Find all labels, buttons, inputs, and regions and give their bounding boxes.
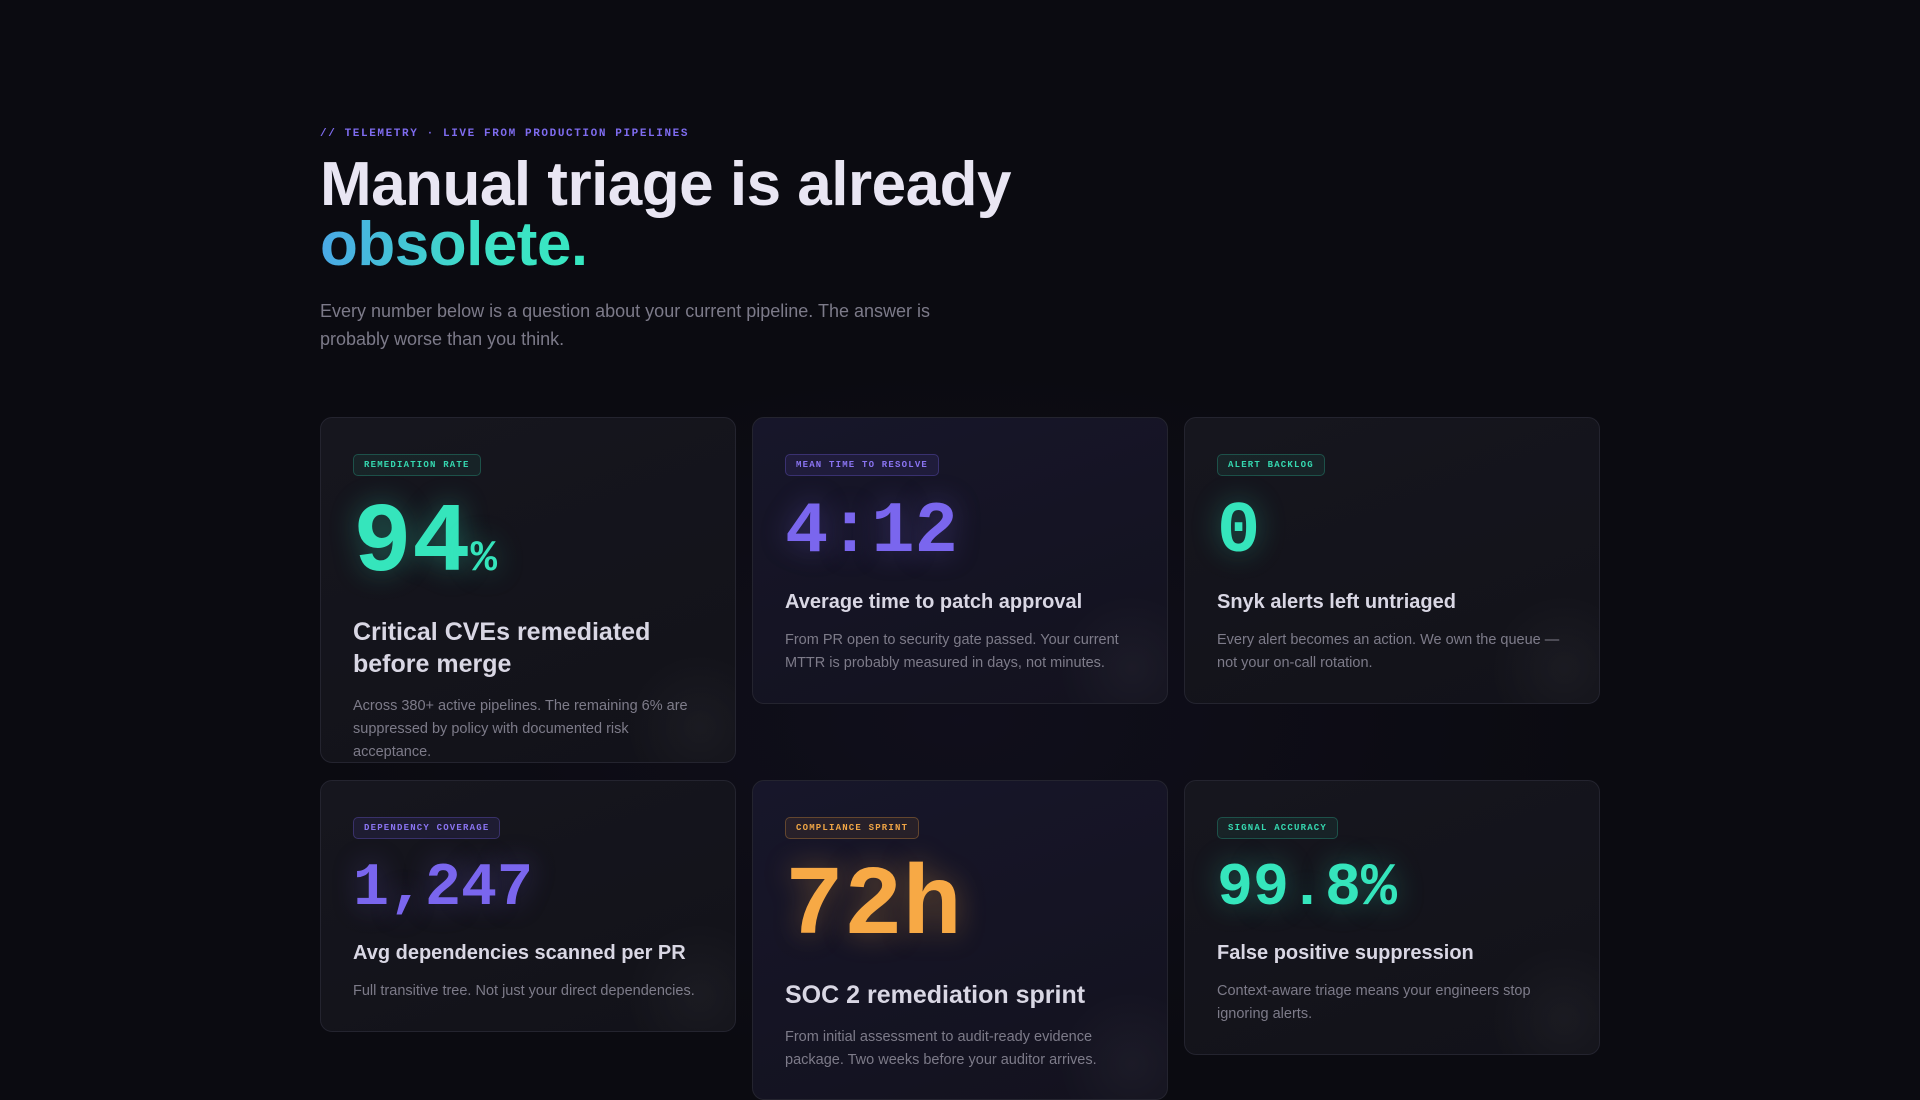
stat-badge: MEAN TIME TO RESOLVE bbox=[785, 454, 940, 476]
stat-title: SOC 2 remediation sprint bbox=[785, 981, 1086, 1009]
stat-description: From PR open to security gate passed. Yo… bbox=[785, 632, 1119, 671]
stat-title: Avg dependencies scanned per PR bbox=[353, 942, 686, 964]
stat-description: Every alert becomes an action. We own th… bbox=[1217, 632, 1560, 671]
stat-card-dependency-coverage: DEPENDENCY COVERAGE 1,247 Avg dependenci… bbox=[320, 780, 736, 1032]
stat-value: 94% bbox=[353, 496, 703, 594]
hero-headline: Manual triage is already obsolete. bbox=[320, 154, 1600, 276]
hero-lede: Every number below is a question about y… bbox=[320, 301, 930, 349]
stat-badge: SIGNAL ACCURACY bbox=[1217, 817, 1339, 839]
hero-eyebrow: // TELEMETRY · LIVE FROM PRODUCTION PIPE… bbox=[320, 128, 690, 140]
stat-unit: % bbox=[470, 534, 498, 584]
stat-badge: REMEDIATION RATE bbox=[353, 454, 481, 476]
stat-badge: ALERT BACKLOG bbox=[1217, 454, 1325, 476]
stat-value: 99.8% bbox=[1217, 855, 1398, 923]
stat-number: 94 bbox=[353, 489, 471, 600]
stat-card-signal-accuracy: SIGNAL ACCURACY 99.8% False positive sup… bbox=[1184, 780, 1600, 1055]
stat-value: 0 bbox=[1217, 491, 1261, 573]
stat-value: 72h bbox=[785, 852, 962, 963]
stat-description: From initial assessment to audit-ready e… bbox=[785, 1029, 1097, 1068]
stat-value: 4:12 bbox=[785, 491, 958, 573]
stat-title: Average time to patch approval bbox=[785, 591, 1083, 613]
stat-description: Across 380+ active pipelines. The remain… bbox=[353, 698, 688, 760]
headline-line1: Manual triage is already bbox=[320, 150, 1011, 219]
stat-title: Critical CVEs remediated before merge bbox=[353, 618, 651, 678]
stat-value: 1,247 bbox=[353, 855, 534, 923]
headline-accent: obsolete. bbox=[320, 210, 588, 279]
stat-card-alert-backlog: ALERT BACKLOG 0 Snyk alerts left untriag… bbox=[1184, 417, 1600, 704]
stat-description: Full transitive tree. Not just your dire… bbox=[353, 983, 695, 999]
stat-card-remediation-rate: REMEDIATION RATE 94% Critical CVEs remed… bbox=[320, 417, 736, 763]
hero-section: // TELEMETRY · LIVE FROM PRODUCTION PIPE… bbox=[320, 128, 1600, 353]
stat-badge: COMPLIANCE SPRINT bbox=[785, 817, 920, 839]
stat-title: False positive suppression bbox=[1217, 942, 1474, 964]
stat-card-mean-time-to-resolve: MEAN TIME TO RESOLVE 4:12 Average time t… bbox=[752, 417, 1168, 704]
stat-card-compliance-sprint: COMPLIANCE SPRINT 72h SOC 2 remediation … bbox=[752, 780, 1168, 1100]
stat-description: Context-aware triage means your engineer… bbox=[1217, 983, 1531, 1022]
stat-title: Snyk alerts left untriaged bbox=[1217, 591, 1456, 613]
stat-badge: DEPENDENCY COVERAGE bbox=[353, 817, 501, 839]
